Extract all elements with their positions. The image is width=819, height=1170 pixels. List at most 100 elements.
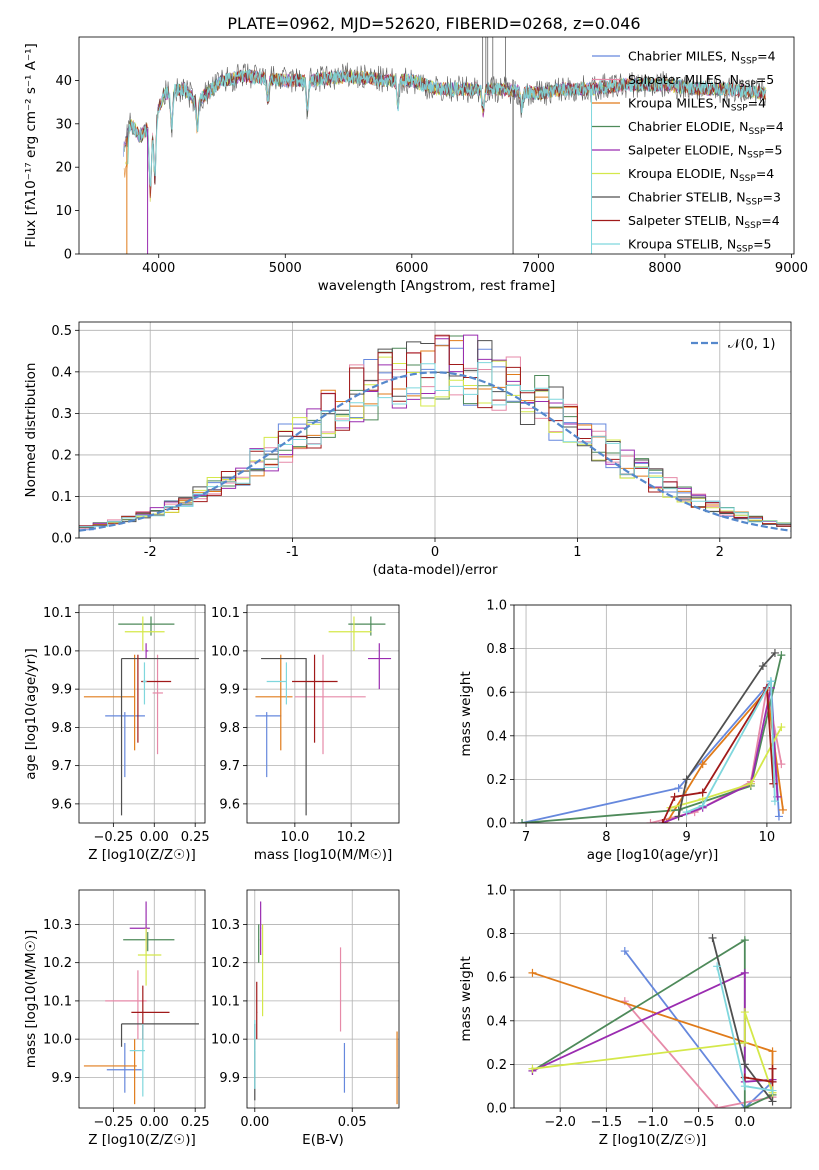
axes-frame: [78, 604, 206, 824]
x-tick-label: 0.0: [734, 1115, 755, 1130]
legend-subscript: SSP: [731, 104, 748, 114]
y-tick-label: 10.0: [211, 1033, 240, 1048]
weight-marker: [758, 662, 767, 671]
y-tick-label: 0.8: [486, 927, 507, 942]
x-tick-label: 8000: [648, 261, 681, 276]
axes-frame: [78, 321, 792, 539]
plot-area-mass-weight-vs-age: [518, 648, 787, 823]
axes-frame: [513, 604, 792, 824]
x-tick-label: 8: [602, 830, 610, 845]
x-tick-label: −0.25: [93, 1115, 133, 1130]
x-axis-label: wavelength [Angstrom, rest frame]: [318, 278, 556, 294]
legend-subscript: SSP: [748, 127, 765, 137]
y-tick-label: 40: [55, 74, 72, 89]
y-tick-label: 0.4: [486, 1014, 507, 1029]
x-tick-label: 10.2: [337, 830, 366, 845]
x-axis-label: Z [log10(Z/Z☉)]: [599, 1132, 707, 1148]
legend-nssp: =4: [761, 213, 779, 228]
x-tick-label: 7: [522, 830, 530, 845]
y-tick-label: 10.2: [43, 956, 72, 971]
plot-area-spectrum: [123, 37, 767, 254]
legend-label: 𝒩(0, 1): [728, 337, 775, 352]
weight-line-1: [624, 1000, 773, 1108]
weight-marker: [708, 933, 717, 942]
weight-marker: [768, 1097, 777, 1106]
x-tick-label: 0.00: [140, 830, 169, 845]
legend-nssp: =5: [764, 143, 782, 158]
x-axis-label: E(B-V): [302, 1132, 344, 1148]
weight-marker: [713, 1104, 722, 1108]
y-tick-label: 1.0: [486, 599, 507, 614]
y-tick-label: 0.0: [486, 1102, 507, 1117]
weight-marker: [768, 1047, 777, 1056]
weight-marker: [778, 805, 787, 814]
legend-subscript: SSP: [740, 57, 757, 67]
x-tick-label: -1: [286, 545, 299, 560]
y-tick-label: 0.4: [486, 729, 507, 744]
weight-marker: [682, 775, 691, 784]
plot-area-mass-weight-vs-Z: [528, 933, 777, 1108]
y-tick-label: 10.3: [43, 918, 72, 933]
y-tick-label: 9.8: [51, 721, 72, 736]
panel-spectrum: 4000 5000 6000 7000 8000 9000 0 10 20 30 40 wavelen…: [23, 36, 808, 294]
y-tick-label: 0.2: [486, 1058, 507, 1073]
y-tick-label: 10.0: [211, 644, 240, 659]
x-tick-label: 5000: [269, 261, 302, 276]
weight-line-3: [521, 654, 783, 823]
y-axis-label: mass weight: [458, 956, 474, 1041]
x-axis-label: mass [log10(M/M☉)]: [254, 847, 393, 863]
x-tick-label: 1: [573, 545, 581, 560]
weight-marker: [646, 819, 655, 823]
spectrum-line-8: [125, 69, 767, 187]
weight-marker: [768, 1077, 777, 1086]
y-tick-label: 9.7: [51, 759, 72, 774]
legend-nssp: =5: [753, 237, 771, 252]
weight-marker: [766, 677, 775, 686]
x-tick-label: 0.00: [240, 1115, 269, 1130]
x-tick-label: 9000: [775, 261, 808, 276]
x-tick-label: 0: [431, 545, 439, 560]
panel-age-vs-Z: −0.25 0.00 0.25 9.6 9.7 9.8 9.9 10.0 10.1 Z [log1…: [23, 604, 210, 863]
weight-marker: [713, 962, 722, 971]
y-tick-label: 0.3: [51, 407, 72, 422]
y-tick-label: 9.9: [51, 1071, 72, 1086]
x-axis-label: age [log10(age/yr)]: [587, 847, 719, 863]
axes-frame: [513, 889, 792, 1109]
y-tick-label: 0.0: [486, 817, 507, 832]
legend-nssp: =4: [765, 119, 783, 134]
panel-mass-vs-EBV: 0.00 0.05 9.9 10.0 10.1 10.2 10.3 E(B-V): [211, 889, 400, 1148]
axes-frame: [78, 36, 795, 255]
weight-marker: [774, 812, 783, 821]
legend-label: Salpeter STELIB, NSSP=4: [628, 213, 780, 231]
weight-marker: [740, 968, 749, 977]
weight-marker: [662, 819, 671, 823]
x-tick-label: 6000: [395, 261, 428, 276]
x-axis-label: Z [log10(Z/Z☉)]: [88, 1132, 196, 1148]
x-tick-label: −0.5: [683, 1115, 715, 1130]
legend-nssp: =4: [748, 96, 766, 111]
weight-marker: [768, 1086, 777, 1095]
legend-label: Chabrier MILES, NSSP=4: [628, 49, 776, 67]
weight-marker: [740, 1082, 749, 1091]
x-tick-label: 9: [682, 830, 690, 845]
panel-residuals: -2 -1 0 1 2 0.0 0.1 0.2 0.3 0.4 0.5 (data-model)/er…: [23, 321, 792, 578]
axes-frame: [246, 604, 400, 824]
x-tick-label: −0.25: [93, 830, 133, 845]
legend-label: Chabrier STELIB, NSSP=3: [628, 190, 781, 208]
weight-marker: [698, 788, 707, 797]
y-tick-label: 10.1: [43, 994, 72, 1009]
y-axis-label: age [log10(age/yr)]: [23, 648, 39, 780]
axes-frame: [78, 889, 206, 1109]
y-tick-label: 10.1: [211, 606, 240, 621]
x-tick-label: 7000: [522, 261, 555, 276]
weight-marker: [740, 1038, 749, 1047]
y-tick-label: 30: [55, 117, 72, 132]
y-tick-label: 10.1: [211, 994, 240, 1009]
y-tick-label: 0.1: [51, 490, 72, 505]
weight-marker: [768, 1064, 777, 1073]
x-axis-label: (data-model)/error: [372, 562, 498, 578]
panel-mass-weight-vs-Z: −2.0 −1.5 −1.0 −0.5 0.0 0.0 0.2 0.4 0.6 0.8 1.0 Z […: [458, 884, 792, 1148]
x-tick-label: −2.0: [544, 1115, 576, 1130]
legend-label: Salpeter MILES, NSSP=5: [628, 72, 774, 90]
y-tick-label: 0.6: [486, 971, 507, 986]
